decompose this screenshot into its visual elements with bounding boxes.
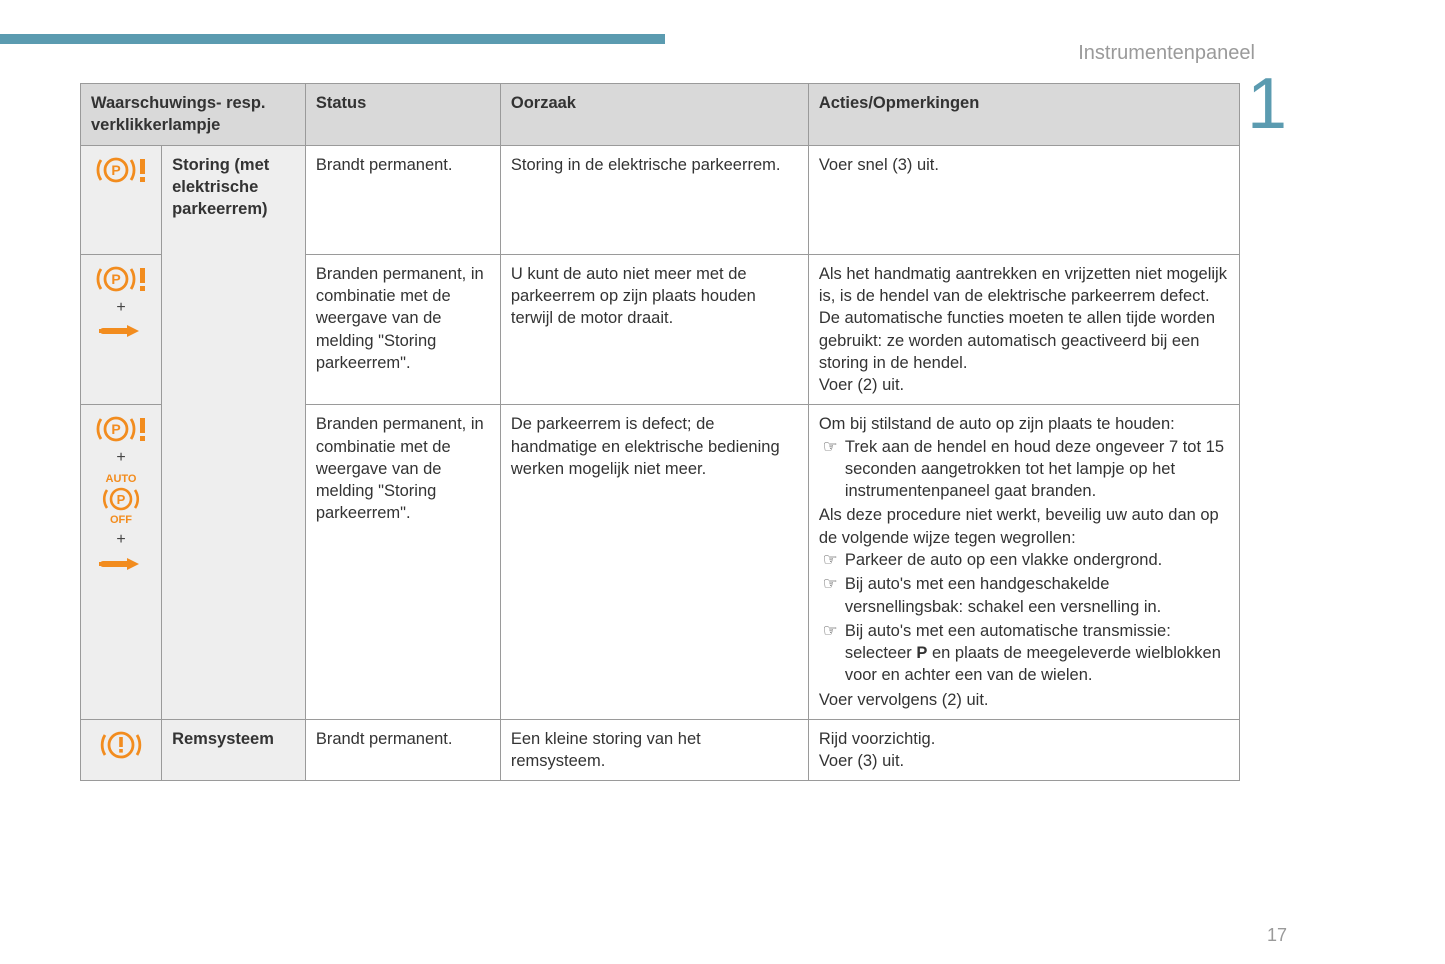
header-col1: Waarschuwings- resp. verklikkerlampje <box>81 84 306 146</box>
icon-cell: P + AUTO P OFF <box>81 405 162 719</box>
page-number: 17 <box>1267 925 1287 946</box>
svg-text:AUTO: AUTO <box>106 473 137 485</box>
cause-cell: Storing in de elektrische parkeerrem. <box>500 145 808 254</box>
action-bullet: Bij auto's met een handgeschakelde versn… <box>819 573 1229 618</box>
plus-icon: + <box>116 529 125 551</box>
wrench-icon <box>97 320 145 342</box>
action-cell: Rijd voorzichtig. Voer (3) uit. <box>808 719 1239 781</box>
action-line: Voer (3) uit. <box>819 750 1229 772</box>
icon-cell: P + <box>81 254 162 405</box>
header-accent-bar <box>0 34 665 44</box>
table-row: Remsysteem Brandt permanent. Een kleine … <box>81 719 1240 781</box>
action-bullet: Trek aan de hendel en houd deze ongeveer… <box>819 436 1229 503</box>
p-brake-excl-icon: P <box>92 263 150 295</box>
header-col2: Status <box>305 84 500 146</box>
action-line: De automatische functies moeten te allen… <box>819 307 1229 374</box>
table-header-row: Waarschuwings- resp. verklikkerlampje St… <box>81 84 1240 146</box>
svg-text:P: P <box>117 492 126 507</box>
action-cell: Als het handmatig aantrekken en vrijzett… <box>808 254 1239 405</box>
table-row: P Storing (met elektrische parkeerrem) B… <box>81 145 1240 254</box>
svg-text:P: P <box>111 271 120 287</box>
svg-text:OFF: OFF <box>110 514 132 526</box>
action-mid: Als deze procedure niet werkt, beveilig … <box>819 504 1229 549</box>
action-intro: Om bij stilstand de auto op zijn plaats … <box>819 413 1229 435</box>
svg-text:P: P <box>111 162 120 178</box>
action-line: Voer snel (3) uit. <box>819 154 1229 176</box>
plus-icon: + <box>116 297 125 319</box>
icon-cell: P <box>81 145 162 254</box>
action-bullets: Parkeer de auto op een vlakke ondergrond… <box>819 549 1229 687</box>
wrench-icon <box>97 553 145 575</box>
chapter-number: 1 <box>1247 68 1287 140</box>
status-cell: Branden permanent, in combinatie met de … <box>305 405 500 719</box>
action-line: Als het handmatig aantrekken en vrijzett… <box>819 263 1229 308</box>
section-title: Instrumentenpaneel <box>1078 42 1255 65</box>
p-brake-excl-icon: P <box>92 154 150 186</box>
plus-icon: + <box>116 447 125 469</box>
action-bullets: Trek aan de hendel en houd deze ongeveer… <box>819 436 1229 503</box>
icon-cell <box>81 719 162 781</box>
action-outro: Voer vervolgens (2) uit. <box>819 689 1229 711</box>
status-cell: Brandt permanent. <box>305 719 500 781</box>
row-label: Remsysteem <box>162 719 306 781</box>
header-col3: Oorzaak <box>500 84 808 146</box>
row-label: Storing (met elektrische parkeerrem) <box>162 145 306 719</box>
action-cell: Voer snel (3) uit. <box>808 145 1239 254</box>
action-line: Voer (2) uit. <box>819 374 1229 396</box>
brake-warn-icon <box>96 728 146 762</box>
action-cell: Om bij stilstand de auto op zijn plaats … <box>808 405 1239 719</box>
action-bullet: Parkeer de auto op een vlakke ondergrond… <box>819 549 1229 571</box>
warning-table: Waarschuwings- resp. verklikkerlampje St… <box>80 83 1240 781</box>
status-cell: Branden permanent, in combinatie met de … <box>305 254 500 405</box>
status-cell: Brandt permanent. <box>305 145 500 254</box>
cause-cell: De parkeerrem is defect; de handmatige e… <box>500 405 808 719</box>
header-col4: Acties/Opmerkingen <box>808 84 1239 146</box>
action-line: Rijd voorzichtig. <box>819 728 1229 750</box>
cause-cell: U kunt de auto niet meer met de parkeerr… <box>500 254 808 405</box>
p-brake-excl-icon: P <box>92 413 150 445</box>
cause-cell: Een kleine storing van het remsysteem. <box>500 719 808 781</box>
action-bullet: Bij auto's met een automatische transmis… <box>819 620 1229 687</box>
auto-p-off-icon: AUTO P OFF <box>96 471 146 527</box>
svg-text:P: P <box>111 421 120 437</box>
